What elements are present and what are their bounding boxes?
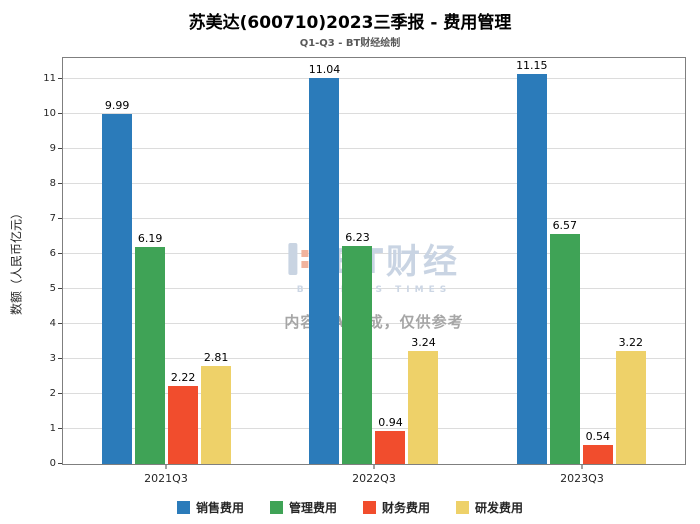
bar-研发费用-2023Q3: 3.22 xyxy=(615,336,646,464)
legend-label: 研发费用 xyxy=(475,501,524,515)
legend-item-财务费用: 财务费用 xyxy=(363,499,430,516)
gridline xyxy=(63,288,685,289)
y-tick-mark xyxy=(58,288,62,289)
x-tick-label-2022Q3: 2022Q3 xyxy=(352,472,396,485)
y-tick-label: 5 xyxy=(49,283,56,294)
bar-value-label: 2.81 xyxy=(203,350,229,364)
bar-value-label: 6.19 xyxy=(137,232,163,246)
gridline xyxy=(63,253,685,254)
y-tick-mark xyxy=(58,113,62,114)
gridline xyxy=(63,183,685,184)
x-tick-label-2023Q3: 2023Q3 xyxy=(560,472,604,485)
bar-value-label: 0.54 xyxy=(585,430,611,444)
bars-layer: 9.99 6.19 2.22 2.81 11.04 6.23 0.94 3.24 11.15 6.… xyxy=(63,58,685,464)
gridline xyxy=(63,393,685,394)
bar-研发费用-2022Q3: 3.24 xyxy=(408,336,439,464)
legend-label: 管理费用 xyxy=(288,501,337,515)
bar-value-label: 11.15 xyxy=(516,58,548,72)
y-tick-label: 9 xyxy=(49,143,56,154)
bar-管理费用-2021Q3: 6.19 xyxy=(135,232,166,464)
y-tick-mark xyxy=(58,218,62,219)
y-tick-label: 7 xyxy=(49,213,56,224)
bar-管理费用-2022Q3: 6.23 xyxy=(342,231,373,464)
y-tick-mark xyxy=(58,183,62,184)
bar-group-2022Q3: 11.04 6.23 0.94 3.24 xyxy=(270,58,477,464)
y-tick-label: 0 xyxy=(49,458,56,469)
legend-swatch xyxy=(176,501,190,514)
gridline xyxy=(63,113,685,114)
legend: 销售费用 管理费用 财务费用 研发费用 xyxy=(0,499,700,516)
bar-管理费用-2023Q3: 6.57 xyxy=(549,219,580,464)
legend-item-销售费用: 销售费用 xyxy=(176,499,244,516)
bar-研发费用-2021Q3: 2.81 xyxy=(201,351,232,464)
y-tick-label: 3 xyxy=(49,353,56,364)
chart-title: 苏美达(600710)2023三季报 - 费用管理 xyxy=(188,13,512,33)
gridlines-layer: 0 1 2 3 4 5 6 7 8 9 10 11 xyxy=(43,58,685,469)
y-tick-label: 1 xyxy=(49,423,56,434)
bar-销售费用-2023Q3: 11.15 xyxy=(516,59,548,464)
bar-value-label: 0.94 xyxy=(378,416,403,430)
legend-label: 财务费用 xyxy=(382,501,431,515)
chart-subtitle: Q1-Q3 - BT财经绘制 xyxy=(299,38,401,49)
y-tick-mark xyxy=(58,358,62,359)
plot-area: 0 1 2 3 4 5 6 7 8 9 10 11 BT财经 BUSINESS TIMES 内容由AI… xyxy=(43,57,686,469)
y-tick-mark xyxy=(58,428,62,429)
bar-value-label: 9.99 xyxy=(104,99,130,113)
bar-group-2023Q3: 11.15 6.57 0.54 3.22 xyxy=(478,58,685,464)
gridline xyxy=(63,218,685,219)
x-tick-mark xyxy=(165,465,167,469)
gridline xyxy=(63,78,685,79)
bar-销售费用-2022Q3: 11.04 xyxy=(309,63,340,464)
y-tick-label: 4 xyxy=(49,318,56,329)
bar-value-label: 3.22 xyxy=(618,336,644,350)
gridline xyxy=(63,428,685,429)
legend-swatch xyxy=(363,501,376,514)
gridline xyxy=(63,358,685,359)
bar-财务费用-2023Q3: 0.54 xyxy=(582,430,613,464)
x-axis: 2021Q3 2022Q3 2023Q3 xyxy=(62,465,686,491)
bar-销售费用-2021Q3: 9.99 xyxy=(102,99,133,464)
bar-value-label: 6.57 xyxy=(552,219,578,233)
y-tick-label: 6 xyxy=(49,248,56,259)
y-tick-mark xyxy=(58,253,62,254)
bar-value-label: 11.04 xyxy=(308,62,341,76)
y-tick-mark xyxy=(58,463,62,464)
legend-swatch xyxy=(269,501,283,514)
x-tick-label-2021Q3: 2021Q3 xyxy=(144,472,188,485)
bar-value-label: 2.22 xyxy=(170,371,196,385)
legend-label: 销售费用 xyxy=(195,501,244,515)
x-tick-mark xyxy=(581,465,583,469)
legend-item-研发费用: 研发费用 xyxy=(456,499,523,516)
bar-value-label: 3.24 xyxy=(411,335,436,349)
y-tick-label: 8 xyxy=(49,178,56,189)
y-tick-mark xyxy=(58,78,62,79)
y-tick-label: 11 xyxy=(43,73,56,84)
y-tick-label: 10 xyxy=(43,108,56,119)
x-tick-mark xyxy=(373,465,375,469)
gridline xyxy=(63,148,685,149)
bar-财务费用-2021Q3: 2.22 xyxy=(168,371,199,464)
bar-财务费用-2022Q3: 0.94 xyxy=(375,416,406,464)
legend-swatch xyxy=(456,501,470,514)
y-axis-label: 数额（人民币亿元） xyxy=(9,206,24,316)
bar-group-2021Q3: 9.99 6.19 2.22 2.81 xyxy=(63,58,270,464)
legend-item-管理费用: 管理费用 xyxy=(269,499,337,516)
y-tick-mark xyxy=(58,148,62,149)
gridline xyxy=(63,323,685,324)
y-tick-mark xyxy=(58,323,62,324)
y-tick-label: 2 xyxy=(49,388,56,399)
y-tick-mark xyxy=(58,393,62,394)
bar-value-label: 6.23 xyxy=(345,230,370,244)
